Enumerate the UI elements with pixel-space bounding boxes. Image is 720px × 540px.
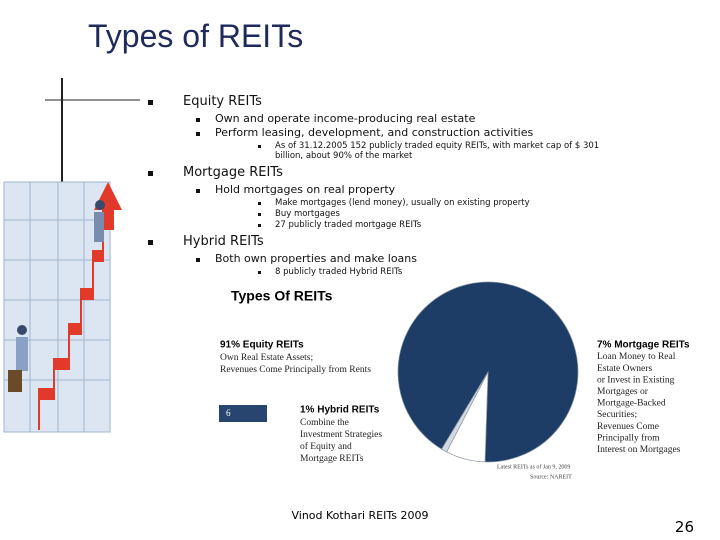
slice-label: 1% Hybrid REITs: [300, 405, 380, 416]
annotation: Latest REITs as of Jan 9, 2009: [497, 463, 570, 470]
slice-description: Revenues Come Principally from Rents: [220, 364, 371, 375]
slice-description: Securities;: [597, 410, 637, 420]
bullet: Hybrid REITs: [0, 232, 720, 252]
annotation: Source: NAREIT: [530, 474, 572, 480]
bullet-text: Both own properties and make loans: [215, 252, 418, 265]
slice-label: 91% Equity REITs: [220, 340, 304, 351]
slice-description: or Invest in Existing: [597, 375, 675, 385]
bullet-text: 27 publicly traded mortgage REITs: [275, 220, 422, 230]
bullet-text: As of 31.12.2005 152 publicly traded equ…: [275, 141, 600, 161]
pie-slice: [441, 371, 489, 453]
sub-sub-bullet: 27 publicly traded mortgage REITs: [0, 220, 615, 230]
slice-label: 7% Mortgage REITs: [597, 340, 690, 351]
sub-bullet: Hold mortgages on real property: [0, 183, 720, 197]
bullet: Equity REITs: [0, 92, 720, 112]
slice-description: Principally from: [597, 432, 660, 443]
bullet-text: Hybrid REITs: [183, 234, 264, 249]
bullet-marker: [196, 189, 200, 193]
bullet-text: Equity REITs: [183, 94, 262, 109]
bullet-marker: [196, 132, 200, 136]
bullet-marker: [148, 100, 153, 105]
bullet-text: 8 publicly traded Hybrid REITs: [275, 267, 403, 277]
bullet-marker: [196, 258, 200, 262]
bullet-marker: [258, 202, 261, 205]
bullet-text: Buy mortgages: [275, 209, 340, 219]
bullet-marker: [258, 213, 261, 216]
bullet-text: Own and operate income-producing real es…: [215, 112, 476, 125]
bullet-marker: [148, 171, 153, 176]
slice-description: Investment Strategies: [300, 430, 382, 440]
sub-sub-bullet: 8 publicly traded Hybrid REITs: [0, 267, 615, 277]
slice-description: Mortgages or: [597, 387, 649, 397]
sub-bullet: Own and operate income-producing real es…: [0, 112, 720, 126]
slice-description: Estate Owners: [597, 364, 652, 374]
slice-description: Revenues Come: [597, 422, 659, 432]
slice-description: Interest on Mortgages: [597, 445, 681, 455]
bullet-text: Perform leasing, development, and constr…: [215, 126, 534, 139]
sub-bullet: Perform leasing, development, and constr…: [0, 126, 720, 140]
footer: Vinod Kothari REITs 2009: [291, 509, 429, 522]
bullet-text: Mortgage REITs: [183, 165, 283, 180]
bullet-marker: [258, 145, 261, 148]
sub-bullet: Both own properties and make loans: [0, 252, 720, 266]
bullet-list: Equity REITs Own and operate income-produ…: [0, 90, 720, 278]
bullet-text: Make mortgages (lend money), usually on …: [275, 198, 530, 208]
bullet-marker: [148, 240, 153, 245]
illustration: [3, 181, 122, 433]
page-number: 26: [674, 518, 694, 536]
chart-title: Types Of REITs: [231, 288, 333, 304]
slice-description: Mortgage-Backed: [597, 399, 666, 409]
slice-description: Own Real Estate Assets;: [220, 353, 313, 363]
bullet-marker: [258, 224, 261, 227]
sub-sub-bullet: Make mortgages (lend money), usually on …: [0, 198, 615, 208]
sub-sub-bullet: Buy mortgages: [0, 209, 615, 219]
sub-sub-bullet: As of 31.12.2005 152 publicly traded equ…: [0, 141, 615, 161]
slice-description: Combine the: [300, 418, 349, 428]
image-badge: [219, 405, 267, 422]
bullet-marker: [196, 118, 200, 122]
bullet-marker: [258, 271, 261, 274]
slice-description: of Equity and: [300, 441, 352, 452]
slide-title: Types of REITs: [88, 18, 304, 54]
bullet-text: Hold mortgages on real property: [215, 183, 396, 196]
slice-description: Loan Money to Real: [597, 352, 676, 362]
bullet: Mortgage REITs: [0, 163, 720, 183]
slice-description: Mortgage REITs: [300, 454, 364, 464]
annotation: 6: [226, 408, 231, 418]
